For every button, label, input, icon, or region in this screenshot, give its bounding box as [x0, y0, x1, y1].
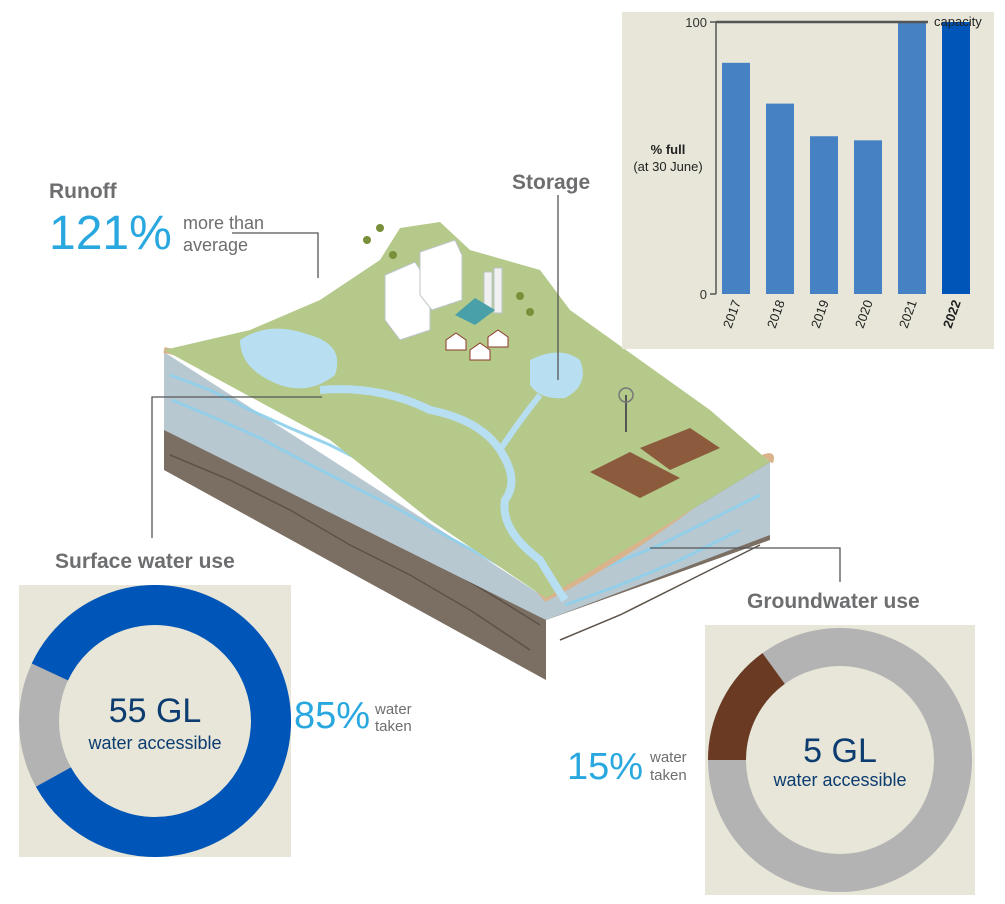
groundwater-percent: 15%	[567, 746, 644, 788]
storage-bar-chart: 100 0 % full (at 30 June) 2017 2018 2019 20…	[633, 14, 982, 330]
capacity-label: capacity	[934, 14, 982, 29]
surface-water-panel: 55 GL water accessible	[19, 585, 291, 857]
bar-2019	[810, 136, 838, 294]
x-label-2017: 2017	[720, 298, 744, 330]
groundwater-taken-line2: taken	[650, 767, 687, 784]
bar-2022	[942, 22, 970, 294]
groundwater-donut-taken	[708, 628, 972, 892]
groundwater-title: Groundwater use	[747, 590, 920, 613]
groundwater-volume: 5 GL	[803, 732, 877, 770]
x-label-2021: 2021	[896, 298, 920, 330]
storage-chart-panel: 100 0 % full (at 30 June) 2017 2018 2019 20…	[622, 12, 994, 349]
bar-2020	[854, 140, 882, 294]
surface-water-donut-taken	[19, 585, 291, 857]
y-tick-label-0: 0	[700, 287, 707, 302]
x-label-2020: 2020	[852, 298, 876, 330]
runoff-desc-line1: more than	[183, 213, 265, 233]
surface-water-donut	[19, 585, 291, 857]
groundwater-donut	[708, 628, 972, 892]
y-tick-label-100: 100	[685, 15, 707, 30]
surface-water-taken-line1: water	[375, 701, 412, 718]
surface-water-percent: 85%	[294, 695, 371, 737]
groundwater-volume-label: water accessible	[773, 770, 907, 790]
bar-2021	[898, 22, 926, 294]
runoff-percent: 121%	[49, 207, 172, 260]
surface-water-taken-line2: taken	[375, 718, 412, 735]
groundwater-panel: 5 GL water accessible	[705, 625, 975, 895]
bar-2017	[722, 62, 750, 294]
y-axis-label-line1: % full	[651, 142, 686, 157]
bar-2018	[766, 103, 794, 294]
groundwater-taken-line1: water	[650, 749, 687, 766]
y-axis-label-line2: (at 30 June)	[633, 159, 702, 174]
surface-water-title: Surface water use	[55, 550, 235, 573]
x-label-2019: 2019	[808, 298, 832, 330]
runoff-desc-line2: average	[183, 235, 249, 255]
x-label-2018: 2018	[764, 298, 788, 330]
storage-title: Storage	[512, 171, 591, 194]
surface-water-volume: 55 GL	[108, 692, 202, 730]
surface-water-volume-label: water accessible	[88, 733, 222, 753]
runoff-title: Runoff	[49, 180, 117, 203]
x-label-2022: 2022	[940, 298, 964, 330]
